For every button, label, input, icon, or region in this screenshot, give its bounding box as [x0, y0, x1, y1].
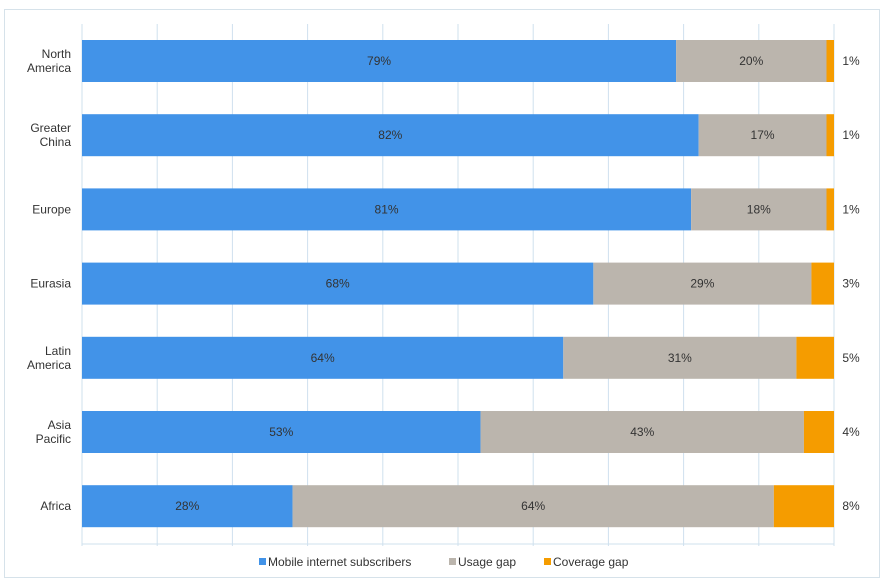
bar-segment — [698, 114, 827, 157]
bar-segment — [803, 411, 834, 453]
data-label: 17% — [751, 128, 775, 142]
category-label: Africa — [40, 499, 71, 513]
data-label: 82% — [378, 128, 402, 142]
bar-segment — [82, 40, 677, 82]
data-label: 8% — [842, 499, 860, 513]
category-label: Asia Pacific — [36, 418, 72, 446]
bar-segment — [82, 485, 293, 528]
data-label: 1% — [842, 202, 860, 216]
bar-segment — [82, 188, 692, 231]
data-label: 29% — [690, 277, 714, 291]
bars — [82, 40, 834, 528]
bar-segment — [82, 262, 594, 305]
bar-segment — [480, 411, 804, 453]
data-label: 68% — [326, 277, 350, 291]
category-label: Eurasia — [30, 277, 71, 291]
data-label: 5% — [842, 351, 860, 365]
data-label: 64% — [311, 351, 335, 365]
bar-segment — [676, 40, 827, 82]
data-label: 43% — [630, 425, 654, 439]
data-label: 28% — [175, 499, 199, 513]
data-label: 81% — [375, 202, 399, 216]
data-label: 1% — [842, 54, 860, 68]
category-label: Europe — [32, 202, 71, 216]
bar-segment — [292, 485, 774, 528]
data-label: 64% — [521, 499, 545, 513]
data-label: 1% — [842, 128, 860, 142]
bar-segment — [826, 114, 834, 157]
bar-segment — [826, 40, 834, 82]
legend-label: Coverage gap — [553, 555, 629, 569]
category-label: Latin America — [27, 344, 71, 372]
data-label: 4% — [842, 425, 860, 439]
bar-segment — [593, 262, 812, 305]
bar-segment — [82, 114, 699, 157]
bar-segment — [691, 188, 827, 231]
bar-segment — [773, 485, 834, 528]
legend-label: Mobile internet subscribers — [268, 555, 411, 569]
bar-segment — [82, 336, 564, 379]
legend-label: Usage gap — [458, 555, 516, 569]
data-label: 3% — [842, 277, 860, 291]
bar-segment — [563, 336, 797, 379]
bar-segment — [796, 336, 834, 379]
labels: North America 79% 20% 1% Greater China 82% 17% 1%… — [27, 47, 860, 513]
category-label: North America — [27, 47, 71, 75]
bar-segment — [82, 411, 481, 453]
bar-segment — [826, 188, 834, 231]
legend-swatch — [449, 558, 456, 565]
legend-swatch — [544, 558, 551, 565]
category-label: Greater China — [30, 121, 71, 149]
legend: Mobile internet subscribers Usage gap Cove… — [259, 555, 629, 569]
legend-swatch — [259, 558, 266, 565]
data-label: 20% — [739, 54, 763, 68]
data-label: 53% — [269, 425, 293, 439]
data-label: 18% — [747, 202, 771, 216]
bar-segment — [811, 262, 834, 305]
data-label: 79% — [367, 54, 391, 68]
data-label: 31% — [668, 351, 692, 365]
